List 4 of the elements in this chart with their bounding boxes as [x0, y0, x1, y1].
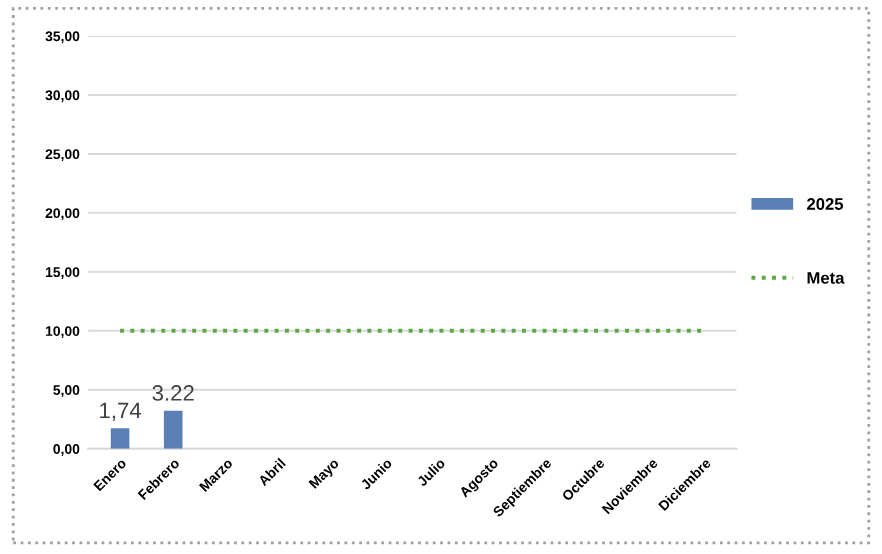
- data-label: 1,74: [100, 402, 142, 421]
- data-label: 3.22: [152, 385, 194, 401]
- legend-label: Meta: [807, 272, 845, 284]
- legend-label: 2025: [807, 198, 844, 210]
